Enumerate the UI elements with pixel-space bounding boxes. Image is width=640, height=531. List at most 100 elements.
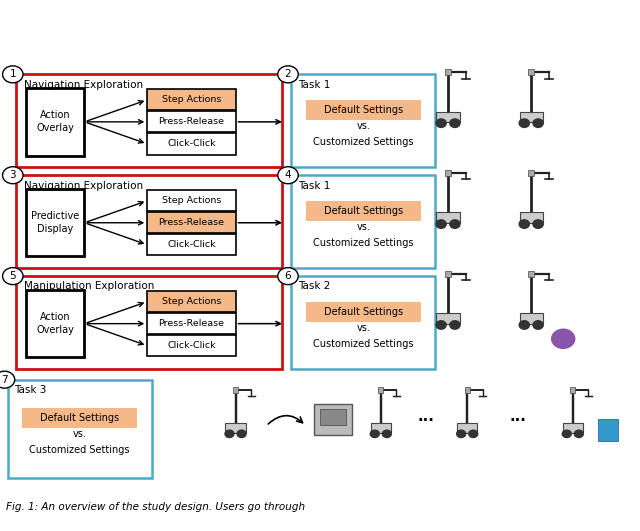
FancyBboxPatch shape <box>8 380 152 478</box>
FancyBboxPatch shape <box>147 133 236 155</box>
Text: vs.: vs. <box>356 222 370 232</box>
FancyBboxPatch shape <box>445 69 451 75</box>
Text: ...: ... <box>417 409 434 424</box>
FancyBboxPatch shape <box>528 170 534 176</box>
Text: Default Settings: Default Settings <box>324 105 403 115</box>
Text: Navigation Exploration: Navigation Exploration <box>24 181 143 191</box>
Circle shape <box>436 321 446 329</box>
Text: Default Settings: Default Settings <box>40 413 119 423</box>
FancyBboxPatch shape <box>147 313 236 335</box>
Circle shape <box>450 119 460 127</box>
Text: vs.: vs. <box>73 429 86 439</box>
Text: Task 1: Task 1 <box>298 80 330 90</box>
Text: Default Settings: Default Settings <box>324 206 403 216</box>
FancyBboxPatch shape <box>436 212 460 223</box>
Text: Predictive
Display: Predictive Display <box>31 211 79 234</box>
Text: Navigation Exploration: Navigation Exploration <box>24 80 143 90</box>
FancyBboxPatch shape <box>147 335 236 356</box>
Circle shape <box>533 220 543 228</box>
Circle shape <box>0 371 15 388</box>
FancyBboxPatch shape <box>22 408 138 428</box>
FancyBboxPatch shape <box>16 175 282 268</box>
FancyBboxPatch shape <box>147 212 236 234</box>
FancyBboxPatch shape <box>520 313 543 324</box>
FancyBboxPatch shape <box>233 387 238 392</box>
FancyBboxPatch shape <box>436 313 460 324</box>
FancyBboxPatch shape <box>26 189 84 256</box>
Circle shape <box>278 66 298 83</box>
Circle shape <box>436 119 446 127</box>
Circle shape <box>278 268 298 285</box>
Text: Task 1: Task 1 <box>298 181 330 191</box>
Text: Default Settings: Default Settings <box>324 307 403 317</box>
Text: vs.: vs. <box>356 323 370 333</box>
Text: Action
Overlay: Action Overlay <box>36 110 74 133</box>
FancyBboxPatch shape <box>528 69 534 75</box>
Text: Click-Click: Click-Click <box>167 140 216 148</box>
Circle shape <box>225 430 234 438</box>
Text: Manipulation Exploration: Manipulation Exploration <box>24 281 154 292</box>
FancyBboxPatch shape <box>26 290 84 357</box>
FancyBboxPatch shape <box>436 112 460 122</box>
Text: Press-Release: Press-Release <box>158 117 225 126</box>
FancyBboxPatch shape <box>598 419 618 441</box>
Text: Click-Click: Click-Click <box>167 241 216 249</box>
FancyBboxPatch shape <box>320 409 346 425</box>
FancyBboxPatch shape <box>147 234 236 255</box>
Circle shape <box>278 167 298 184</box>
Circle shape <box>237 430 246 438</box>
Text: Step Actions: Step Actions <box>162 96 221 104</box>
FancyBboxPatch shape <box>147 111 236 132</box>
FancyBboxPatch shape <box>147 190 236 211</box>
Text: vs.: vs. <box>356 121 370 131</box>
Text: 5: 5 <box>10 271 16 281</box>
Circle shape <box>450 220 460 228</box>
FancyBboxPatch shape <box>445 170 451 176</box>
Circle shape <box>563 430 572 438</box>
Text: Action
Overlay: Action Overlay <box>36 312 74 335</box>
FancyBboxPatch shape <box>16 276 282 369</box>
FancyBboxPatch shape <box>371 424 391 433</box>
Text: 7: 7 <box>1 375 8 384</box>
Text: 3: 3 <box>10 170 16 180</box>
Text: ...: ... <box>510 409 527 424</box>
FancyBboxPatch shape <box>528 271 534 277</box>
Circle shape <box>436 220 446 228</box>
FancyBboxPatch shape <box>520 212 543 223</box>
Circle shape <box>519 321 529 329</box>
Text: Step Actions: Step Actions <box>162 196 221 205</box>
Text: Step Actions: Step Actions <box>162 297 221 306</box>
FancyBboxPatch shape <box>457 424 477 433</box>
FancyBboxPatch shape <box>291 74 435 167</box>
FancyBboxPatch shape <box>225 424 246 433</box>
FancyBboxPatch shape <box>520 112 543 122</box>
Text: Customized Settings: Customized Settings <box>29 445 130 455</box>
FancyBboxPatch shape <box>563 424 583 433</box>
FancyBboxPatch shape <box>306 100 421 120</box>
Circle shape <box>574 430 583 438</box>
Text: Press-Release: Press-Release <box>158 319 225 328</box>
Circle shape <box>3 66 23 83</box>
Text: Customized Settings: Customized Settings <box>313 339 413 349</box>
FancyBboxPatch shape <box>306 302 421 322</box>
FancyBboxPatch shape <box>147 89 236 110</box>
FancyBboxPatch shape <box>314 404 352 435</box>
FancyBboxPatch shape <box>26 88 84 156</box>
Circle shape <box>533 321 543 329</box>
Text: 6: 6 <box>285 271 291 281</box>
Text: Task 2: Task 2 <box>298 281 330 292</box>
Circle shape <box>552 329 575 348</box>
Text: Customized Settings: Customized Settings <box>313 137 413 147</box>
FancyBboxPatch shape <box>16 74 282 167</box>
Circle shape <box>371 430 380 438</box>
FancyBboxPatch shape <box>378 387 383 392</box>
Text: 4: 4 <box>285 170 291 180</box>
Text: Click-Click: Click-Click <box>167 341 216 350</box>
Circle shape <box>457 430 466 438</box>
Circle shape <box>533 119 543 127</box>
Circle shape <box>519 220 529 228</box>
Text: Fig. 1: An overview of the study design. Users go through: Fig. 1: An overview of the study design.… <box>6 502 305 512</box>
Circle shape <box>3 268 23 285</box>
FancyBboxPatch shape <box>465 387 470 392</box>
FancyBboxPatch shape <box>147 291 236 312</box>
